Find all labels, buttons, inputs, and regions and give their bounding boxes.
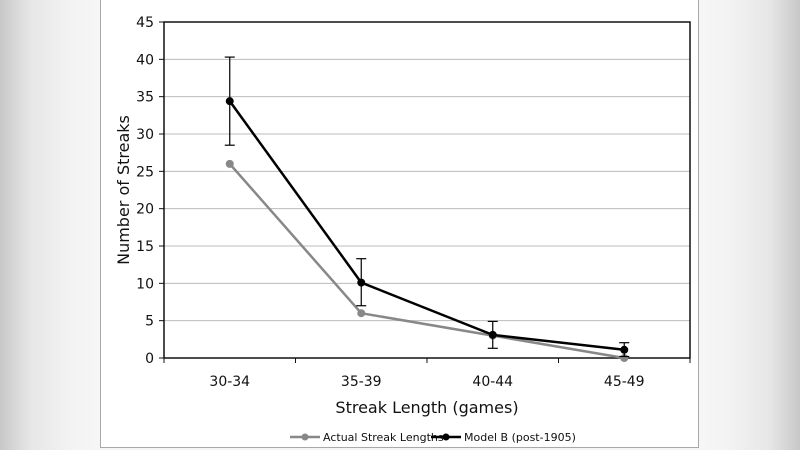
y-tick-label: 10	[136, 276, 154, 292]
y-tick-label: 0	[145, 351, 154, 367]
series-actual	[225, 159, 629, 362]
x-tick-label: 35-39	[341, 374, 382, 390]
legend-label-actual: Actual Streak Lengths	[323, 431, 444, 444]
series-group	[224, 56, 630, 362]
y-tick-label: 45	[136, 15, 154, 31]
x-axis-ticks: 30-34 35-39 40-44 45-49	[163, 358, 691, 390]
y-tick-label: 35	[136, 90, 154, 106]
x-tick-label: 40-44	[472, 374, 513, 390]
series-line	[228, 163, 625, 360]
data-point	[357, 278, 366, 287]
y-axis-ticks: 0 5 10 15 20 25 30 35 40 45	[136, 15, 164, 367]
legend-marker-actual	[301, 433, 309, 441]
chart-frame	[100, 0, 699, 448]
legend-marker-model-b	[442, 433, 450, 441]
legend: Actual Streak Lengths Model B (post-1905…	[290, 431, 576, 444]
gridlines	[164, 58, 690, 322]
y-tick-label: 40	[136, 52, 154, 68]
y-tick-label: 15	[136, 239, 154, 255]
data-point	[225, 159, 234, 168]
data-point	[357, 309, 366, 318]
y-axis-label: Number of Streaks	[114, 115, 133, 265]
y-tick-label: 20	[136, 202, 154, 218]
data-point	[488, 330, 497, 339]
x-axis-label: Streak Length (games)	[335, 398, 518, 417]
x-tick-label: 30-34	[209, 374, 250, 390]
legend-label-model-b: Model B (post-1905)	[464, 431, 576, 444]
data-point	[620, 345, 629, 354]
series-model-b	[224, 56, 630, 358]
y-tick-label: 25	[136, 164, 154, 180]
y-tick-label: 30	[136, 127, 154, 143]
x-tick-label: 45-49	[604, 374, 645, 390]
series-line	[228, 100, 625, 352]
y-tick-label: 5	[145, 314, 154, 330]
data-point	[225, 97, 234, 106]
